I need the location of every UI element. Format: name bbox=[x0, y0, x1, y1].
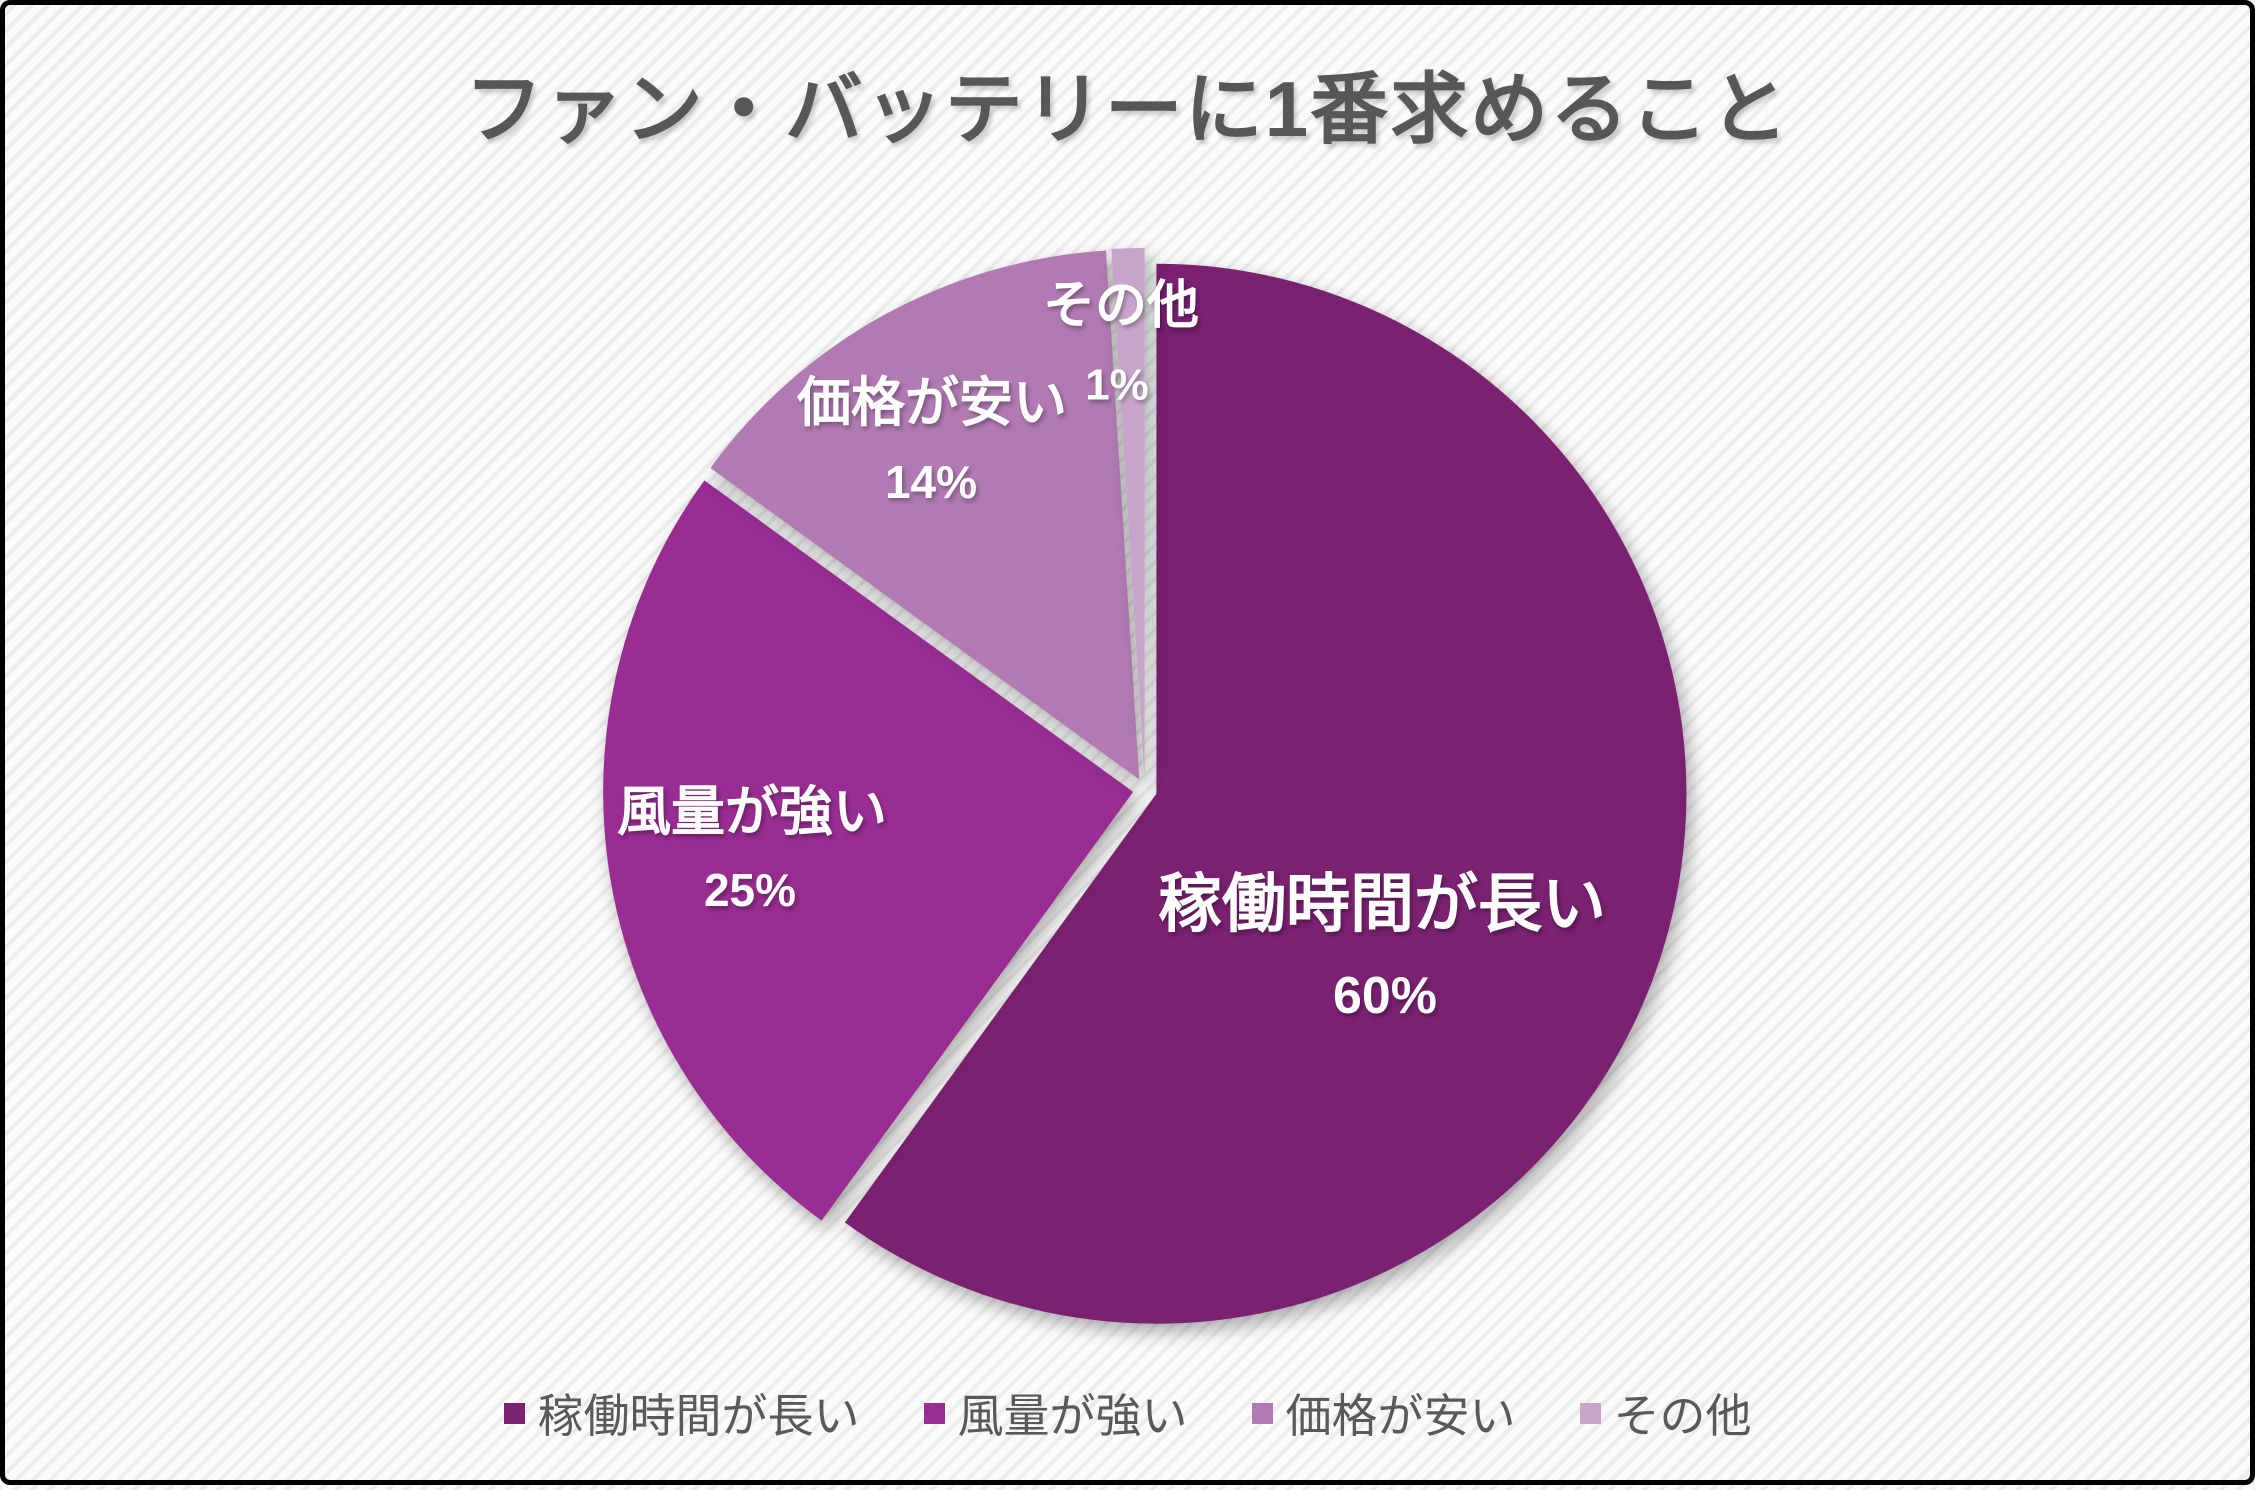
legend-swatch-icon bbox=[923, 1402, 945, 1424]
pie-slice bbox=[710, 250, 1140, 780]
legend-label: その他 bbox=[1613, 1390, 1752, 1442]
legend-label: 価格が安い bbox=[1285, 1390, 1516, 1442]
pie-slice-labels: 稼働時間が長い 60% 風量が強い 25% 価格が安い 14% その他 1% bbox=[617, 277, 1606, 1025]
legend-swatch-icon bbox=[1579, 1402, 1601, 1424]
slice-percent-label: 60% bbox=[1333, 967, 1437, 1025]
legend-item: その他 bbox=[1579, 1380, 1752, 1446]
slice-percent-label: 1% bbox=[1085, 361, 1149, 410]
pie-slice bbox=[1111, 248, 1145, 779]
legend-swatch-icon bbox=[1251, 1402, 1273, 1424]
pie-slice bbox=[603, 480, 1134, 1221]
pie-chart: 稼働時間が長い 60% 風量が強い 25% 価格が安い 14% その他 1% bbox=[603, 248, 1687, 1324]
legend-item: 風量が強い bbox=[923, 1380, 1188, 1446]
legend-item: 価格が安い bbox=[1251, 1380, 1516, 1446]
pie-slice bbox=[844, 263, 1687, 1324]
slice-category-label: 風量が強い bbox=[617, 782, 887, 842]
legend-swatch-icon bbox=[503, 1402, 525, 1424]
legend-label: 風量が強い bbox=[957, 1390, 1188, 1442]
slice-category-label: 稼働時間が長い bbox=[1158, 868, 1606, 940]
slice-percent-label: 25% bbox=[704, 864, 796, 916]
slice-category-label: 価格が安い bbox=[796, 373, 1067, 433]
chart-legend: 稼働時間が長い 風量が強い 価格が安い その他 bbox=[5, 1380, 2250, 1446]
pie-slices bbox=[603, 248, 1687, 1324]
legend-label: 稼働時間が長い bbox=[537, 1390, 860, 1442]
chart-title: ファン・バッテリーに1番求めること bbox=[464, 65, 1791, 153]
slice-category-label: その他 bbox=[1043, 277, 1199, 335]
slice-percent-label: 14% bbox=[885, 456, 977, 508]
legend-item: 稼働時間が長い bbox=[503, 1380, 860, 1446]
